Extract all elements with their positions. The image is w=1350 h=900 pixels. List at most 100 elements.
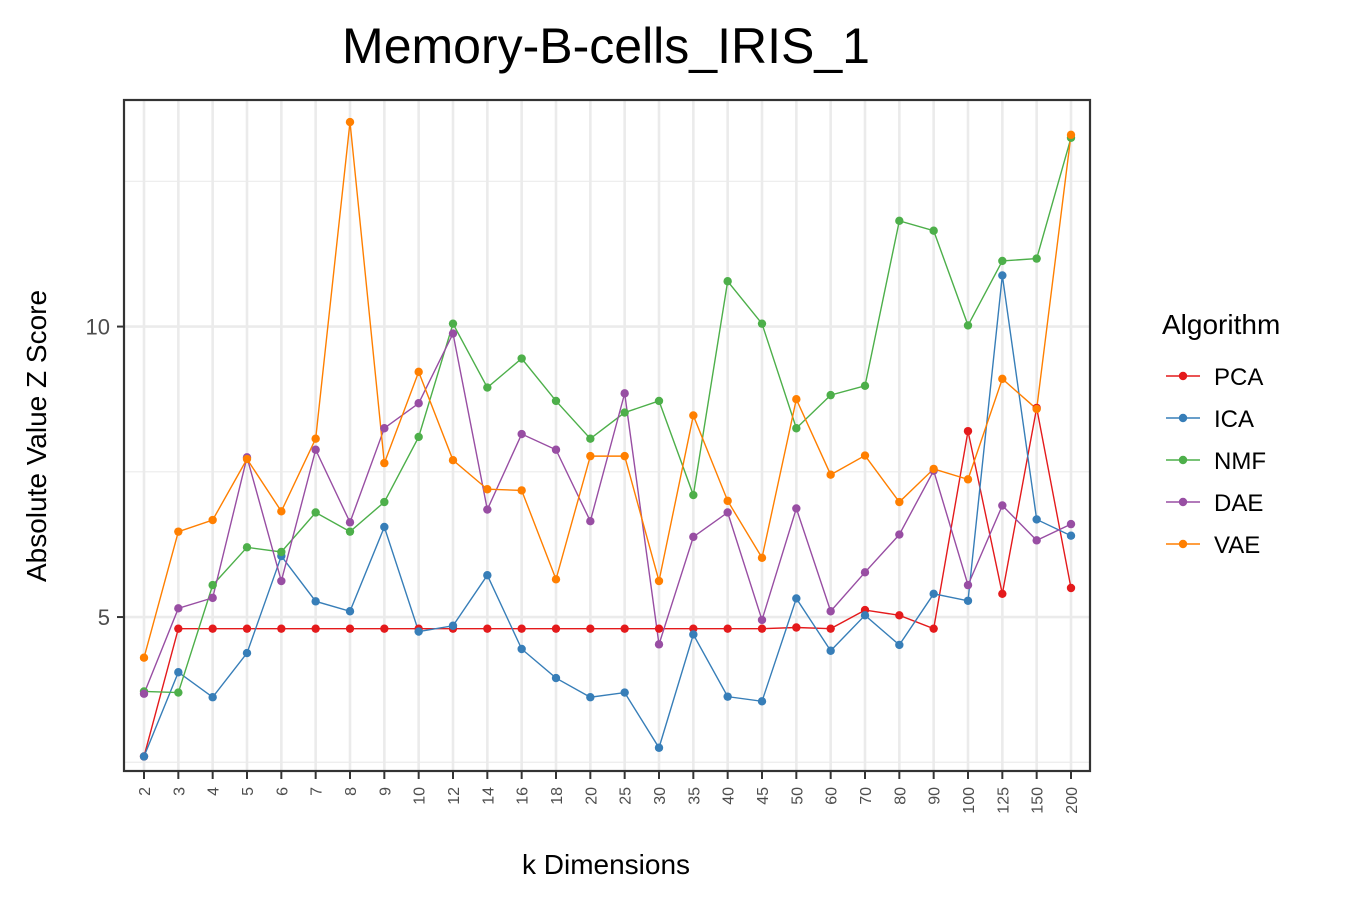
legend-label-vae: VAE [1214,532,1260,559]
data-point-ica [139,752,149,761]
data-point-ica [998,271,1007,280]
data-point-nmf [757,319,767,328]
legend-title: Algorithm [1162,309,1280,340]
legend-label-pca: PCA [1214,364,1263,391]
data-point-ica [757,697,767,706]
data-point-nmf [723,277,732,286]
data-point-nmf [689,490,698,500]
x-tick-label: 20 [583,787,600,805]
data-point-nmf [586,434,595,443]
data-point-ica [689,630,698,639]
data-point-nmf [448,319,458,328]
x-tick-label: 60 [824,787,841,805]
data-point-pca [311,624,320,633]
x-tick-label: 7 [309,787,326,796]
data-point-dae [586,516,595,526]
data-point-dae [654,640,664,649]
data-point-dae [860,568,870,577]
data-point-vae [448,455,458,465]
data-point-nmf [208,580,217,590]
data-point-nmf [826,390,835,400]
data-point-nmf [277,547,286,557]
x-tick-label: 16 [515,787,532,805]
data-point-vae [620,451,629,461]
data-point-pca [723,624,732,633]
data-point-nmf [345,527,355,536]
data-point-ica [826,646,835,655]
y-axis-title: Absolute Value Z Score [21,290,52,582]
x-tick-label: 25 [618,787,635,805]
legend-key-point [1178,371,1188,381]
x-tick-label: 70 [858,787,875,805]
data-point-dae [689,532,698,542]
x-tick-label: 9 [377,787,394,796]
data-point-pca [380,624,389,633]
data-point-dae [139,689,149,698]
data-point-dae [826,607,835,616]
x-tick-label: 12 [446,787,463,805]
x-tick-label: 125 [995,787,1012,814]
data-point-ica [586,693,595,702]
x-tick-label: 45 [755,787,772,805]
data-point-nmf [311,508,320,517]
series-line-nmf [143,137,1072,694]
data-point-pca [483,624,492,633]
data-point-ica [1066,531,1076,540]
data-point-nmf [414,432,423,442]
data-point-ica [895,640,904,650]
legend-label-nmf: NMF [1214,448,1266,475]
x-tick-label: 6 [274,787,291,796]
series-line-dae [143,331,1072,694]
data-point-vae [174,527,183,536]
data-point-nmf [998,256,1007,266]
data-point-ica [929,589,938,599]
data-point-ica [1032,515,1041,524]
data-point-ica [792,594,801,603]
x-tick-label: 80 [892,787,909,805]
data-point-pca [620,624,629,633]
data-point-vae [208,515,217,525]
data-point-vae [723,496,732,506]
data-point-vae [277,507,286,516]
data-point-dae [620,389,629,398]
x-tick-label: 35 [686,787,703,805]
data-point-nmf [174,688,183,697]
x-tick-label: 8 [343,787,360,796]
data-point-dae [517,429,526,439]
data-point-vae [757,553,767,562]
data-point-ica [551,673,561,683]
data-point-pca [757,624,767,633]
data-point-ica [483,571,492,580]
legend-key-point [1178,413,1188,423]
x-tick-label: 200 [1064,787,1081,814]
data-point-dae [895,530,904,539]
data-point-pca [517,624,526,633]
x-tick-label: 90 [927,787,944,805]
data-point-vae [929,464,938,474]
data-point-vae [380,458,389,468]
data-point-pca [586,624,595,633]
x-tick-label: 50 [789,787,806,805]
data-point-ica [414,627,423,636]
data-point-dae [414,399,423,408]
x-tick-label: 2 [137,787,154,796]
x-tick-label: 150 [1030,787,1047,814]
series-line-ica [143,275,1072,757]
x-tick-label: 100 [961,787,978,814]
data-point-pca [929,624,938,633]
legend: Algorithm PCA ICA NMF DAE VAE [1162,309,1280,559]
data-point-nmf [654,396,664,406]
data-point-dae [963,580,973,590]
data-point-pca [551,624,561,633]
data-point-nmf [483,383,492,392]
data-point-pca [826,624,835,633]
data-point-dae [792,504,801,513]
data-point-ica [517,644,526,654]
data-point-vae [139,653,149,662]
x-tick-label: 30 [652,787,669,805]
data-point-ica [860,611,870,620]
data-point-vae [1032,404,1041,414]
data-point-dae [1066,519,1076,529]
